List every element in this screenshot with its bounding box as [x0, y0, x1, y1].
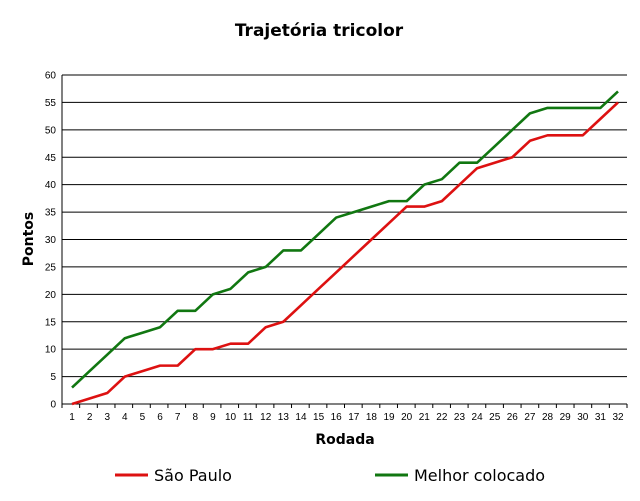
- y-tick-label: 60: [45, 71, 57, 82]
- x-tick-label: 18: [366, 412, 378, 423]
- axes: [61, 75, 628, 408]
- x-tick-label: 4: [122, 412, 128, 423]
- x-tick-label: 7: [175, 412, 181, 423]
- x-tick-label: 25: [489, 412, 501, 423]
- y-tick-label: 45: [45, 153, 57, 164]
- y-tick-label: 55: [45, 98, 57, 109]
- x-tick-label: 26: [507, 412, 519, 423]
- y-tick-label: 35: [45, 208, 57, 219]
- x-tick-label: 14: [295, 412, 307, 423]
- grid-lines: [62, 74, 627, 378]
- legend-label-0: São Paulo: [154, 466, 232, 485]
- y-tick-label: 10: [45, 345, 57, 356]
- y-tick-label: 40: [45, 180, 57, 191]
- x-tick-label: 20: [401, 412, 413, 423]
- legend: São Paulo Melhor colocado: [115, 466, 545, 485]
- x-axis-ticks: 1 2 3 4 5 6 7 8 9 10 11 12 13 14 15 16 17 18 19 20 21 22 23 24 2…: [69, 412, 624, 423]
- x-tick-label: 5: [140, 412, 146, 423]
- y-tick-label: 30: [45, 235, 57, 246]
- x-tick-label: 17: [348, 412, 360, 423]
- x-tick-label: 32: [612, 412, 624, 423]
- x-tick-label: 29: [560, 412, 572, 423]
- x-tick-label: 22: [436, 412, 448, 423]
- x-tick-label: 3: [104, 412, 110, 423]
- x-tick-label: 2: [87, 412, 93, 423]
- x-tick-label: 6: [157, 412, 163, 423]
- y-tick-label: 5: [50, 372, 56, 383]
- x-tick-label: 16: [331, 412, 343, 423]
- y-axis-title: Pontos: [21, 212, 37, 267]
- x-tick-label: 24: [472, 412, 484, 423]
- x-tick-label: 10: [225, 412, 237, 423]
- x-axis-title: Rodada: [315, 432, 374, 448]
- x-tick-label: 19: [383, 412, 395, 423]
- x-tick-label: 12: [260, 412, 272, 423]
- x-tick-label: 21: [419, 412, 431, 423]
- x-tick-label: 28: [542, 412, 554, 423]
- x-tick-label: 15: [313, 412, 325, 423]
- x-tick-label: 11: [243, 412, 254, 423]
- y-tick-label: 50: [45, 125, 57, 136]
- legend-label-1: Melhor colocado: [414, 466, 545, 485]
- x-tick-label: 31: [595, 412, 607, 423]
- chart-title: Trajetória tricolor: [235, 21, 404, 41]
- y-axis-ticks: 0 5 10 15 20 25 30 35 40 45 50 55 60: [45, 71, 57, 411]
- y-tick-label: 15: [45, 317, 57, 328]
- y-tick-label: 25: [45, 262, 57, 273]
- x-tick-label: 27: [524, 412, 536, 423]
- x-tick-label: 1: [69, 412, 75, 423]
- series-lines: [71, 90, 619, 406]
- x-tick-label: 9: [210, 412, 216, 423]
- y-tick-label: 20: [45, 290, 57, 301]
- series-line-0: [71, 101, 619, 406]
- x-tick-label: 30: [577, 412, 589, 423]
- x-tick-label: 13: [278, 412, 290, 423]
- y-tick-label: 0: [50, 400, 56, 411]
- series-line-1: [71, 90, 619, 389]
- x-tick-label: 23: [454, 412, 466, 423]
- x-tick-label: 8: [193, 412, 199, 423]
